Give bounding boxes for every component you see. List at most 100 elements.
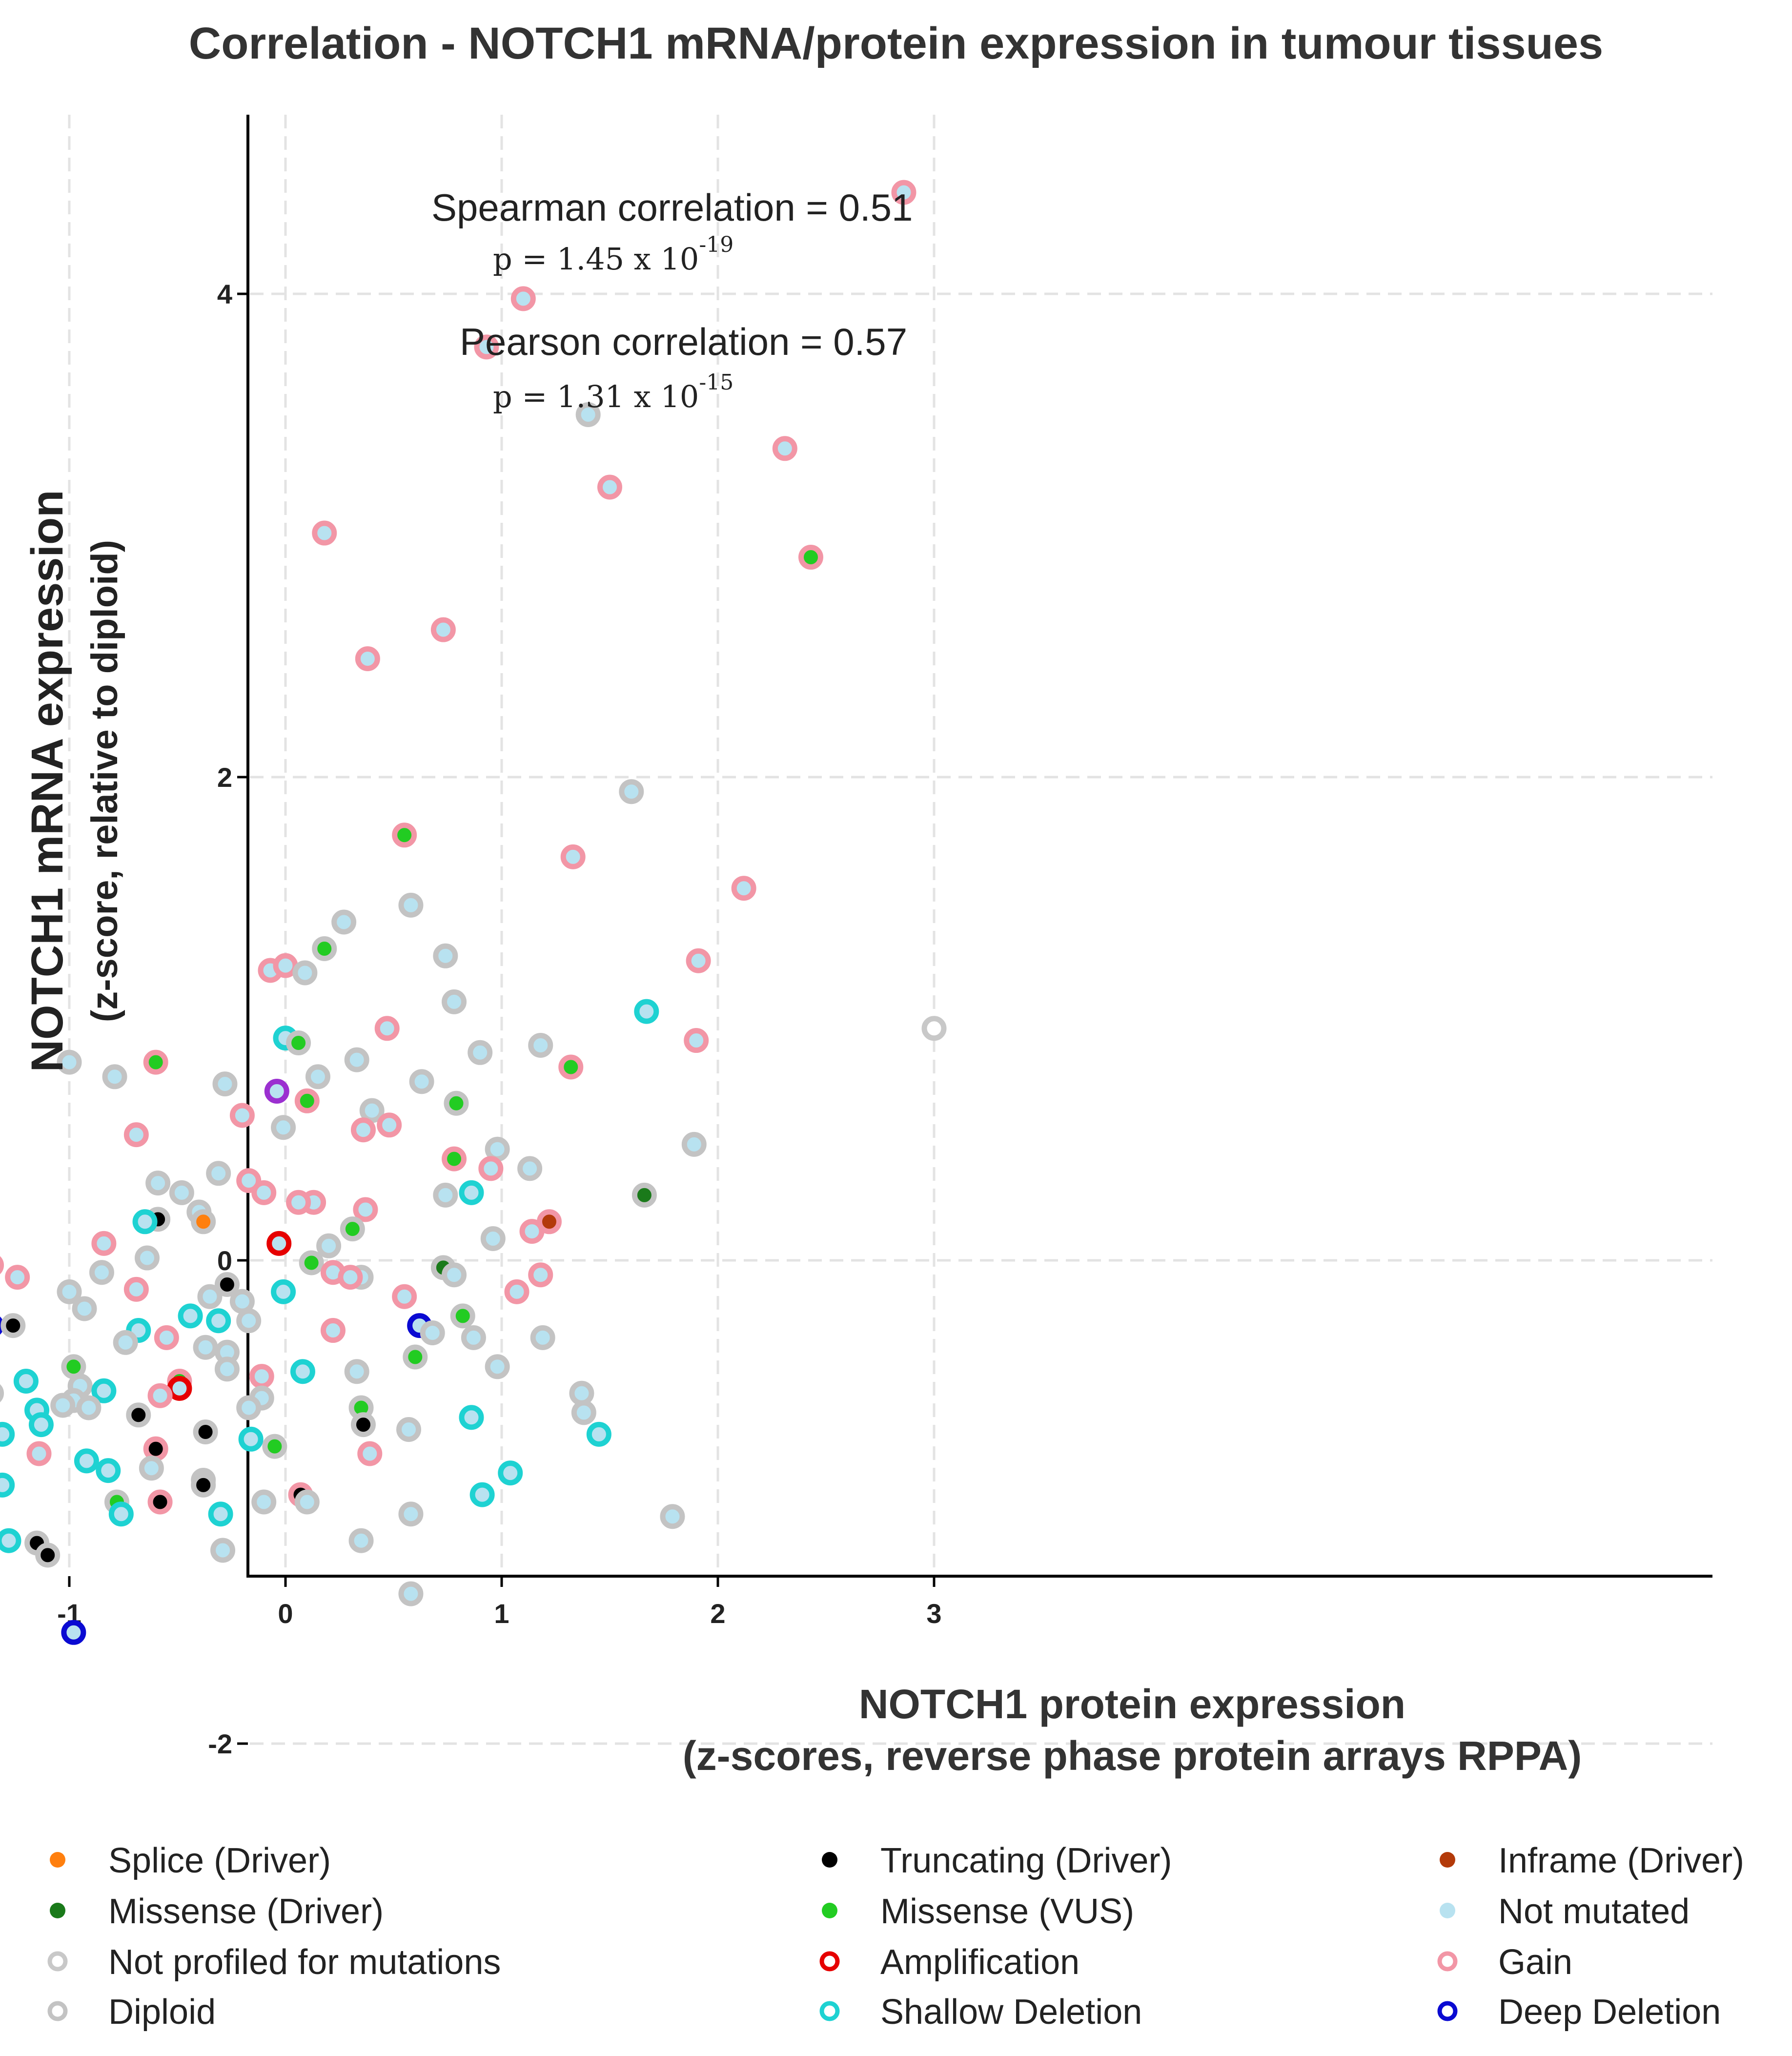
y-axis-title-line1: NOTCH1 mRNA expression xyxy=(22,490,72,1072)
data-points xyxy=(0,180,947,1645)
data-point xyxy=(191,1209,216,1234)
x-axis-title-line1: NOTCH1 protein expression xyxy=(859,1681,1405,1727)
data-point xyxy=(504,1279,529,1304)
data-point xyxy=(210,1538,236,1563)
data-point xyxy=(294,1088,320,1113)
data-point xyxy=(350,1117,376,1143)
legend-marker xyxy=(822,1903,837,1918)
data-point xyxy=(134,1245,160,1271)
y-tick-label: 0 xyxy=(217,1245,232,1276)
data-point xyxy=(0,1384,4,1402)
data-point xyxy=(312,520,337,546)
y-axis-title-line2: (z-score, relative to diploid) xyxy=(84,540,125,1022)
pearson-p-exponent: -15 xyxy=(699,370,733,395)
spearman-p-value: p = 1.45 x 10-19 xyxy=(493,232,733,277)
data-point xyxy=(96,1458,121,1483)
data-point xyxy=(731,876,756,901)
legend-marker xyxy=(1437,2001,1458,2021)
data-point xyxy=(13,1369,39,1394)
pearson-label: Pearson correlation = 0.57 xyxy=(460,320,907,363)
data-point xyxy=(517,1156,543,1181)
data-point xyxy=(459,1180,484,1205)
data-point xyxy=(377,1112,402,1138)
data-point xyxy=(510,286,536,311)
data-point xyxy=(331,909,357,935)
spearman-label: Spearman correlation = 0.51 xyxy=(431,186,913,229)
data-point xyxy=(132,1209,158,1234)
data-point xyxy=(660,1504,685,1529)
x-tick-label: 2 xyxy=(710,1598,725,1629)
data-point xyxy=(193,1335,218,1360)
legend-label: Not profiled for mutations xyxy=(108,1943,501,1982)
data-point xyxy=(236,1308,262,1334)
data-point xyxy=(91,1378,117,1403)
data-point xyxy=(251,1489,277,1515)
data-point xyxy=(575,402,601,427)
x-tick-label: 0 xyxy=(278,1598,293,1629)
data-point xyxy=(191,1472,216,1498)
x-axis-title-line2: (z-scores, reverse phase protein arrays … xyxy=(683,1733,1582,1779)
legend-marker xyxy=(47,2001,68,2021)
data-point xyxy=(262,1434,287,1459)
data-point xyxy=(398,892,424,918)
data-point xyxy=(392,822,417,848)
data-point xyxy=(681,1131,707,1157)
legend-marker xyxy=(1440,1852,1455,1868)
data-point xyxy=(0,1421,15,1447)
pearson-p-value: p = 1.31 x 10-15 xyxy=(493,370,733,414)
data-point xyxy=(290,1359,315,1384)
data-point xyxy=(143,1436,168,1461)
data-point xyxy=(206,1161,231,1186)
data-point xyxy=(76,1395,102,1420)
data-point xyxy=(571,1400,596,1425)
data-point xyxy=(299,1250,324,1275)
data-point xyxy=(91,1231,117,1256)
data-point xyxy=(468,1040,493,1065)
data-point xyxy=(193,1419,218,1444)
data-point xyxy=(478,1156,504,1181)
data-point xyxy=(89,1260,114,1285)
data-point xyxy=(206,1308,231,1334)
data-point xyxy=(392,1284,417,1309)
data-point xyxy=(338,1265,363,1290)
data-point xyxy=(0,1528,21,1553)
data-point xyxy=(921,1016,947,1041)
data-point xyxy=(0,1256,4,1275)
data-point xyxy=(344,1359,369,1384)
data-point xyxy=(442,1146,467,1172)
data-point xyxy=(396,1417,422,1442)
data-point xyxy=(57,1049,82,1075)
data-point xyxy=(271,1115,296,1140)
data-point xyxy=(340,1216,365,1242)
data-point xyxy=(461,1325,486,1350)
legend-label: Amplification xyxy=(880,1943,1079,1982)
y-tick-label: 4 xyxy=(217,279,232,309)
legend-label: Splice (Driver) xyxy=(108,1841,331,1880)
data-point xyxy=(450,1303,475,1329)
data-point xyxy=(143,1049,168,1075)
data-point xyxy=(320,1318,346,1343)
legend-label: Missense (Driver) xyxy=(108,1892,384,1931)
legend-label: Not mutated xyxy=(1498,1892,1690,1931)
data-point xyxy=(212,1071,238,1097)
data-point xyxy=(359,1098,385,1123)
data-point xyxy=(485,1354,510,1379)
legend-label: Missense (VUS) xyxy=(880,1892,1134,1931)
grid-lines xyxy=(68,115,1712,1745)
data-point xyxy=(355,646,380,671)
data-point xyxy=(236,1395,262,1420)
spearman-p-exponent: -19 xyxy=(699,232,733,257)
data-point xyxy=(61,1354,86,1379)
data-point xyxy=(251,1180,277,1205)
data-point xyxy=(214,1272,240,1297)
data-point xyxy=(264,1079,289,1104)
data-point xyxy=(374,1016,400,1041)
y-tick-label: -2 xyxy=(208,1728,232,1759)
data-point xyxy=(229,1103,255,1128)
data-point xyxy=(108,1501,134,1527)
data-point xyxy=(286,1030,311,1055)
data-point xyxy=(409,1069,434,1094)
data-point xyxy=(442,1262,467,1288)
data-point xyxy=(798,545,823,570)
data-point xyxy=(167,1376,192,1401)
